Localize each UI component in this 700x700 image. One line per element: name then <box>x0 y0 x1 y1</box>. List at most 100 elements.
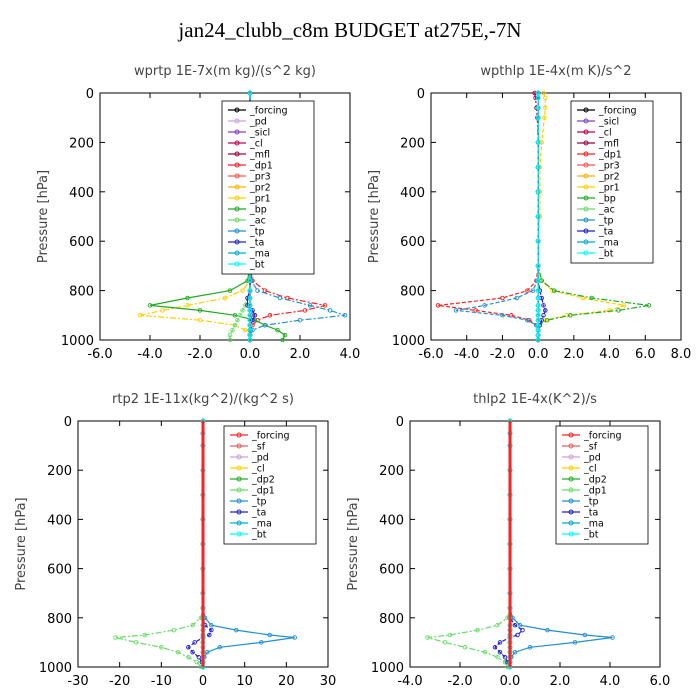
x-tick-label: 30 <box>320 674 337 689</box>
data-point-bt <box>247 313 253 318</box>
data-point-bp <box>227 288 233 293</box>
legend-marker <box>236 432 242 438</box>
legend-label: _dp1 <box>249 161 273 172</box>
x-tick-label: -4.0 <box>454 347 479 362</box>
legend-label: _cl <box>598 128 612 139</box>
data-point-dp1 <box>502 659 508 665</box>
y-tick-label: 400 <box>69 186 94 201</box>
legend-label: _ta <box>251 508 266 519</box>
data-point-bt <box>247 337 253 343</box>
y-tick-label: 600 <box>69 235 94 250</box>
data-point-dp1 <box>267 313 273 318</box>
data-point-bt <box>535 322 541 328</box>
data-point-dp1 <box>495 654 500 660</box>
data-point-dp1 <box>447 632 453 638</box>
data-point-dp1 <box>462 645 468 650</box>
data-point-tp <box>217 645 222 650</box>
legend-marker <box>568 520 574 526</box>
data-point-dp1 <box>250 322 255 328</box>
data-point-ac <box>227 332 233 338</box>
legend-marker <box>583 118 589 124</box>
legend-label: _forcing <box>249 106 288 117</box>
data-point-bt <box>535 278 541 283</box>
legend-label: _ta <box>249 238 264 249</box>
data-point-tp <box>307 303 313 308</box>
legend-label: _dp2 <box>583 475 607 486</box>
legend-label: _pd <box>251 453 269 464</box>
panel-title: wpthlp 1E-4x(m K)/s^2 <box>480 64 631 79</box>
legend-marker <box>583 129 589 135</box>
x-tick-label: -10 <box>151 674 172 689</box>
legend-label: _pr1 <box>249 194 271 205</box>
legend-label: _pd <box>583 453 601 464</box>
data-point-bp <box>275 327 280 333</box>
data-point-tp <box>582 632 588 638</box>
data-point-dp1 <box>159 645 164 650</box>
data-point-bp <box>551 288 557 293</box>
legend-label: _bp <box>598 194 616 205</box>
x-tick-label: 6.0 <box>635 347 656 362</box>
data-point-bt <box>535 189 541 195</box>
legend-marker <box>583 162 589 168</box>
data-point-tp <box>250 327 255 333</box>
y-tick-label: 800 <box>69 285 94 300</box>
legend-marker <box>583 228 589 234</box>
legend-marker <box>236 443 242 449</box>
data-point-pr1 <box>222 295 228 301</box>
legend-marker <box>234 184 240 190</box>
y-tick-label: 200 <box>69 136 94 151</box>
data-point-dp1 <box>475 627 480 633</box>
y-tick-label: 400 <box>47 513 72 528</box>
legend-marker <box>583 195 589 201</box>
legend-label: _dp2 <box>251 475 275 486</box>
data-point-bt <box>535 288 541 293</box>
x-tick-label: -6.0 <box>87 347 112 362</box>
y-tick-label: 600 <box>47 563 72 578</box>
data-point-bp <box>232 313 238 318</box>
legend-label: _dp1 <box>251 486 275 497</box>
data-point-bt <box>535 140 541 145</box>
data-point-bt <box>535 303 541 308</box>
data-point-bp <box>185 295 190 301</box>
data-point-bp <box>280 337 285 343</box>
x-tick-label: -2.0 <box>187 347 212 362</box>
data-point-tp <box>297 317 303 323</box>
data-point-bt <box>247 278 253 283</box>
legend-marker <box>568 498 574 504</box>
data-point-tp <box>342 313 348 318</box>
y-tick-label: 800 <box>379 612 404 627</box>
data-point-bp <box>197 308 203 313</box>
legend-marker <box>234 140 240 146</box>
y-tick-label: 0 <box>64 415 72 430</box>
legend-marker <box>583 140 589 146</box>
y-tick-label: 0 <box>417 87 425 102</box>
y-axis-label: Pressure [hPa] <box>367 170 382 263</box>
data-point-ta <box>497 649 503 655</box>
data-point-tp <box>209 622 214 628</box>
data-point-ac <box>237 313 243 318</box>
data-point-dp1 <box>500 295 505 301</box>
data-point-bt <box>247 327 253 333</box>
data-point-pr1 <box>607 308 612 313</box>
data-point-bt <box>247 303 253 308</box>
legend-label: _ta <box>598 227 613 238</box>
legend-label: _bt <box>583 530 599 541</box>
legend-label: _tp <box>251 497 267 508</box>
data-point-pr1 <box>160 308 165 313</box>
data-point-ac <box>227 337 233 343</box>
legend-marker <box>236 476 242 482</box>
series-line-dp1 <box>115 421 204 668</box>
data-point-bt <box>247 288 253 293</box>
data-point-dp1 <box>302 308 308 313</box>
data-point-ta <box>245 303 250 308</box>
x-tick-label: 8.0 <box>671 347 692 362</box>
x-tick-label: 20 <box>278 674 295 689</box>
y-tick-label: 1000 <box>392 334 425 349</box>
legend-marker <box>568 476 574 482</box>
data-point-bt <box>247 90 253 96</box>
data-point-bp <box>616 308 621 313</box>
data-point-bt <box>247 317 253 323</box>
legend-label: _tp <box>598 216 614 227</box>
data-point-bt <box>247 332 253 338</box>
data-point-bt <box>535 95 541 101</box>
